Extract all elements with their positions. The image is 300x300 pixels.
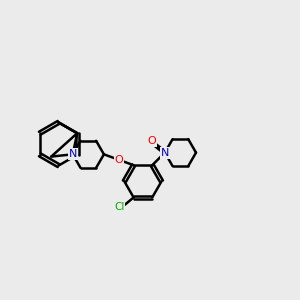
Text: Cl: Cl (114, 202, 124, 212)
Text: N: N (68, 149, 77, 159)
Text: O: O (148, 136, 156, 146)
Text: O: O (114, 155, 123, 165)
Text: N: N (160, 148, 169, 158)
